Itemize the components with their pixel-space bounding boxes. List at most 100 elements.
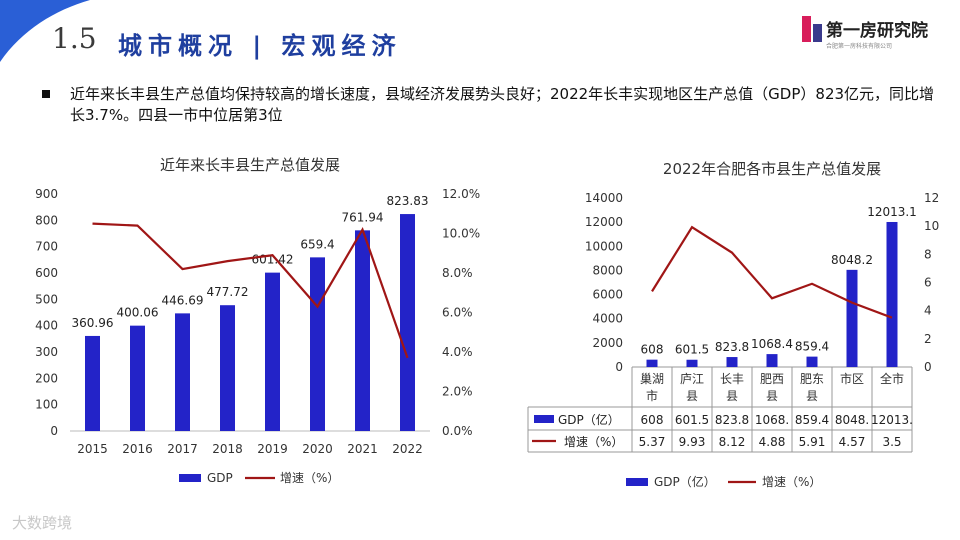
- gdp-data-label: 823.8: [715, 340, 749, 354]
- table-cell-rate: 4.88: [759, 435, 786, 449]
- table-cell-gdp: 1068.: [755, 413, 789, 427]
- y2-tick-label: 0: [924, 360, 932, 374]
- table-cell-gdp: 601.5: [675, 413, 709, 427]
- gdp-bar: [806, 356, 818, 367]
- gdp-bar: [220, 305, 235, 431]
- legend-gdp-swatch: [626, 478, 648, 486]
- gdp-data-label: 8048.2: [831, 253, 873, 267]
- y-tick-label: 700: [35, 240, 58, 254]
- legend-gdp-swatch: [179, 474, 201, 482]
- table-row-label: 增速（%）: [564, 435, 623, 449]
- y2-tick-label: 10.0%: [442, 227, 480, 241]
- gdp-bar: [265, 272, 280, 431]
- y2-tick-label: 8.0%: [442, 266, 473, 280]
- gdp-bar: [130, 325, 145, 431]
- y-tick-label: 200: [35, 371, 58, 385]
- y-tick-label: 14000: [585, 191, 623, 205]
- section-title: 城市概况 | 宏观经济: [118, 32, 402, 60]
- y-tick-label: 800: [35, 213, 58, 227]
- bullet-square-icon: [42, 90, 50, 98]
- y-tick-label: 2000: [592, 336, 623, 350]
- legend-rate-label: 增速（%）: [762, 475, 821, 489]
- hefei-county-gdp-chart: 2022年合肥各市县生产总值发展 0 2000 4000 6000 8000 10000 12…: [527, 160, 939, 489]
- y-tick-label: 900: [35, 187, 58, 201]
- y-tick-label: 4000: [592, 312, 623, 326]
- x-tick-label: 市区: [840, 371, 864, 386]
- gdp-bar: [726, 357, 738, 367]
- x-tick-label: 肥东县: [800, 372, 824, 403]
- x-tick-label: 庐江县: [680, 371, 704, 403]
- gdp-data-label: 446.69: [162, 293, 204, 307]
- table-cell-gdp: 608: [641, 413, 664, 427]
- watermark: 大数跨境: [12, 514, 73, 532]
- x-tick-label: 2019: [257, 442, 288, 456]
- x-tick-label: 巢湖市: [640, 371, 664, 403]
- gdp-bar: [646, 359, 658, 367]
- y2-tick-label: 6.0%: [442, 306, 473, 320]
- y-tick-label: 0: [50, 424, 58, 438]
- table-cell-rate: 9.93: [679, 435, 706, 449]
- x-tick-label: 2021: [347, 442, 378, 456]
- logo-name: 第一房研究院: [826, 21, 928, 41]
- gdp-bar: [886, 221, 898, 367]
- y-tick-label: 0: [615, 360, 623, 374]
- table-cell-gdp: 859.4: [795, 413, 829, 427]
- y-tick-label: 100: [35, 398, 58, 412]
- table-cell-rate: 5.37: [639, 435, 666, 449]
- gdp-bar: [846, 269, 858, 367]
- y-tick-label: 10000: [585, 239, 623, 253]
- legend-gdp-label: GDP（亿）: [654, 474, 716, 489]
- section-number: 1.5: [52, 22, 97, 55]
- table-cell-rate: 8.12: [719, 435, 746, 449]
- y-tick-label: 8000: [592, 263, 623, 277]
- gdp-bar: [400, 214, 415, 431]
- x-tick-label: 全市: [880, 371, 904, 386]
- y2-tick-label: 8: [924, 247, 932, 261]
- x-tick-label: 肥西县: [760, 372, 784, 403]
- growth-rate-line: [92, 222, 409, 359]
- x-tick-label: 2018: [212, 442, 243, 456]
- table-cell-gdp: 8048.: [835, 413, 869, 427]
- gdp-data-label: 823.83: [387, 194, 429, 208]
- gdp-data-label: 659.4: [300, 237, 334, 251]
- y-tick-label: 12000: [585, 215, 623, 229]
- table-cell-rate: 5.91: [799, 435, 826, 449]
- y-tick-label: 600: [35, 266, 58, 280]
- logo-subtitle: 合肥第一房科技有限公司: [826, 43, 893, 50]
- y-tick-label: 300: [35, 345, 58, 359]
- gdp-bar: [310, 257, 325, 431]
- y2-tick-label: 10: [924, 219, 939, 233]
- corner-arc-decoration: [0, 0, 90, 62]
- x-tick-label: 2017: [167, 442, 198, 456]
- logo-mark-icon: [802, 16, 822, 42]
- gdp-data-label: 360.96: [72, 316, 114, 330]
- table-gdp-swatch: [534, 415, 554, 423]
- x-tick-label: 长丰县: [720, 372, 744, 403]
- gdp-data-label: 1068.4: [751, 337, 793, 351]
- x-tick-label: 2015: [77, 442, 108, 456]
- y2-tick-label: 4: [924, 304, 932, 318]
- gdp-data-label: 608: [641, 343, 664, 357]
- y2-tick-label: 12: [924, 191, 939, 205]
- x-tick-label: 2016: [122, 442, 153, 456]
- gdp-data-label: 601.5: [675, 343, 709, 357]
- y2-tick-label: 4.0%: [442, 345, 473, 359]
- company-logo: 第一房研究院 合肥第一房科技有限公司: [802, 14, 952, 54]
- legend-gdp-label: GDP: [207, 471, 233, 485]
- gdp-data-label: 12013.1: [867, 205, 917, 219]
- gdp-bar: [85, 335, 100, 431]
- table-cell-rate: 4.57: [839, 435, 866, 449]
- y2-tick-label: 2.0%: [442, 385, 473, 399]
- y2-tick-label: 0.0%: [442, 424, 473, 438]
- gdp-data-label: 477.72: [207, 285, 249, 299]
- legend-rate-label: 增速（%）: [280, 471, 339, 485]
- growth-rate-line: [651, 225, 893, 319]
- summary-text: 近年来长丰县生产总值均保持较高的增长速度，县域经济发展势头良好；2022年长丰实…: [70, 85, 935, 124]
- gdp-bar: [355, 230, 370, 431]
- y-tick-label: 500: [35, 292, 58, 306]
- gdp-data-label: 400.06: [117, 306, 159, 320]
- chart-title: 近年来长丰县生产总值发展: [160, 156, 340, 174]
- y-tick-label: 400: [35, 319, 58, 333]
- table-row-label: GDP（亿）: [558, 412, 620, 427]
- y-tick-label: 6000: [592, 288, 623, 302]
